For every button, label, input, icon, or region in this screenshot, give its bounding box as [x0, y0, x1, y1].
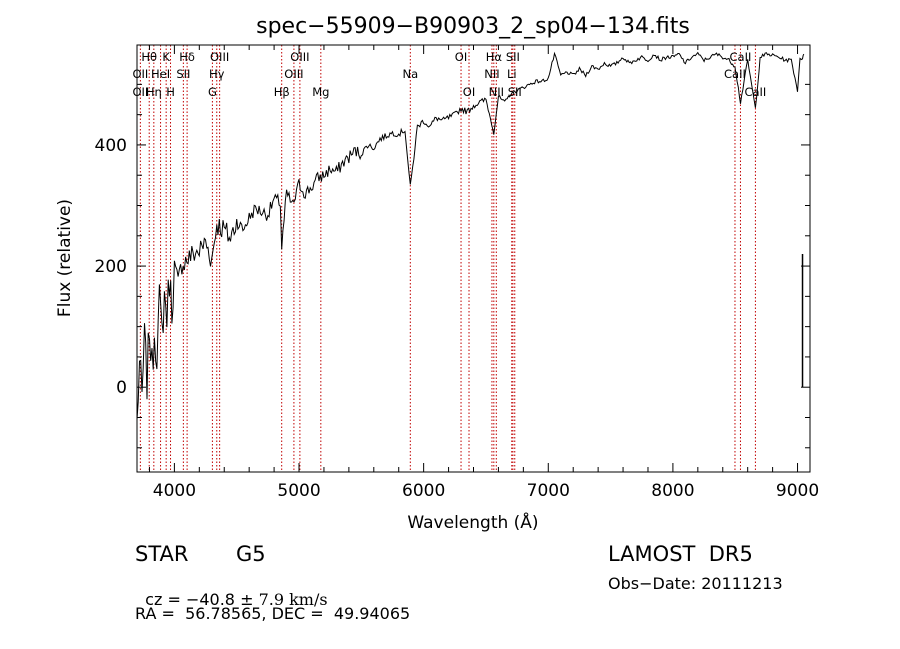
x-tick-label: 8000 [651, 481, 694, 501]
line-label: Na [402, 67, 418, 81]
line-label: Hγ [209, 67, 225, 81]
redshift-value: 7.9 km/s [258, 590, 328, 609]
line-label: SII [508, 85, 522, 99]
survey-label: LAMOST DR5 [608, 542, 753, 566]
x-axis-label: Wavelength (Å) [407, 511, 538, 533]
y-tick-label: 400 [95, 136, 127, 156]
line-label: CaII [724, 67, 746, 81]
coordinates: RA = 56.78565, DEC = 49.94065 [135, 604, 411, 623]
spectrum-series-group [136, 51, 805, 420]
obs-date: Obs−Date: 20111213 [608, 574, 783, 593]
y-axis-label: Flux (relative) [55, 199, 75, 317]
x-tick-label: 5000 [277, 481, 320, 501]
x-tick-label: 7000 [527, 481, 570, 501]
line-label: NII [484, 67, 499, 81]
x-tick-label: 4000 [153, 481, 196, 501]
line-label: Hβ [274, 85, 290, 99]
line-label: OIII [210, 50, 229, 64]
line-label: Hη [146, 85, 162, 99]
y-tick-label: 0 [116, 378, 127, 398]
line-label: Li [507, 67, 517, 81]
y-tick-label: 200 [95, 257, 127, 277]
object-subclass: G5 [236, 542, 266, 566]
line-label: CaII [730, 50, 752, 64]
line-label: SII [176, 67, 190, 81]
ticks-group: 4000 5000 6000 7000 8000 9000 0 200 400 [95, 45, 819, 501]
line-label: OI [463, 85, 475, 99]
chart-title: spec−55909−B90903_2_sp04−134.fits [256, 14, 690, 39]
line-label: K [162, 50, 170, 64]
x-tick-label: 6000 [402, 481, 445, 501]
line-label: H [166, 85, 175, 99]
line-label: OI [455, 50, 467, 64]
line-label: HeI [151, 67, 170, 81]
redshift-line: cz = −40.8 ± 7.9 km/s [135, 576, 328, 609]
spectrum-line [136, 51, 805, 420]
line-label: OIII [290, 50, 309, 64]
line-label: OII [132, 67, 148, 81]
marker-lines-group [139, 45, 756, 472]
line-label: OII [132, 85, 148, 99]
x-tick-label: 9000 [776, 481, 819, 501]
line-label: CaII [744, 85, 766, 99]
line-label: SII [506, 50, 520, 64]
line-label: Hδ [179, 50, 195, 64]
plot-frame [136, 44, 811, 473]
line-label: OIII [284, 67, 303, 81]
line-label: NII [489, 85, 504, 99]
object-class: STAR [135, 542, 189, 566]
line-label: Mg [312, 85, 329, 99]
line-label: G [208, 85, 217, 99]
redshift-prefix: cz = −40.8 ± [145, 590, 259, 609]
line-label: Hθ [141, 50, 157, 64]
line-label: Hα [486, 50, 503, 64]
line-labels-group: Hθ OII OII K HeI Hη H Hδ SII OIII Hγ G OIII OIII Hβ Mg N… [132, 50, 766, 99]
